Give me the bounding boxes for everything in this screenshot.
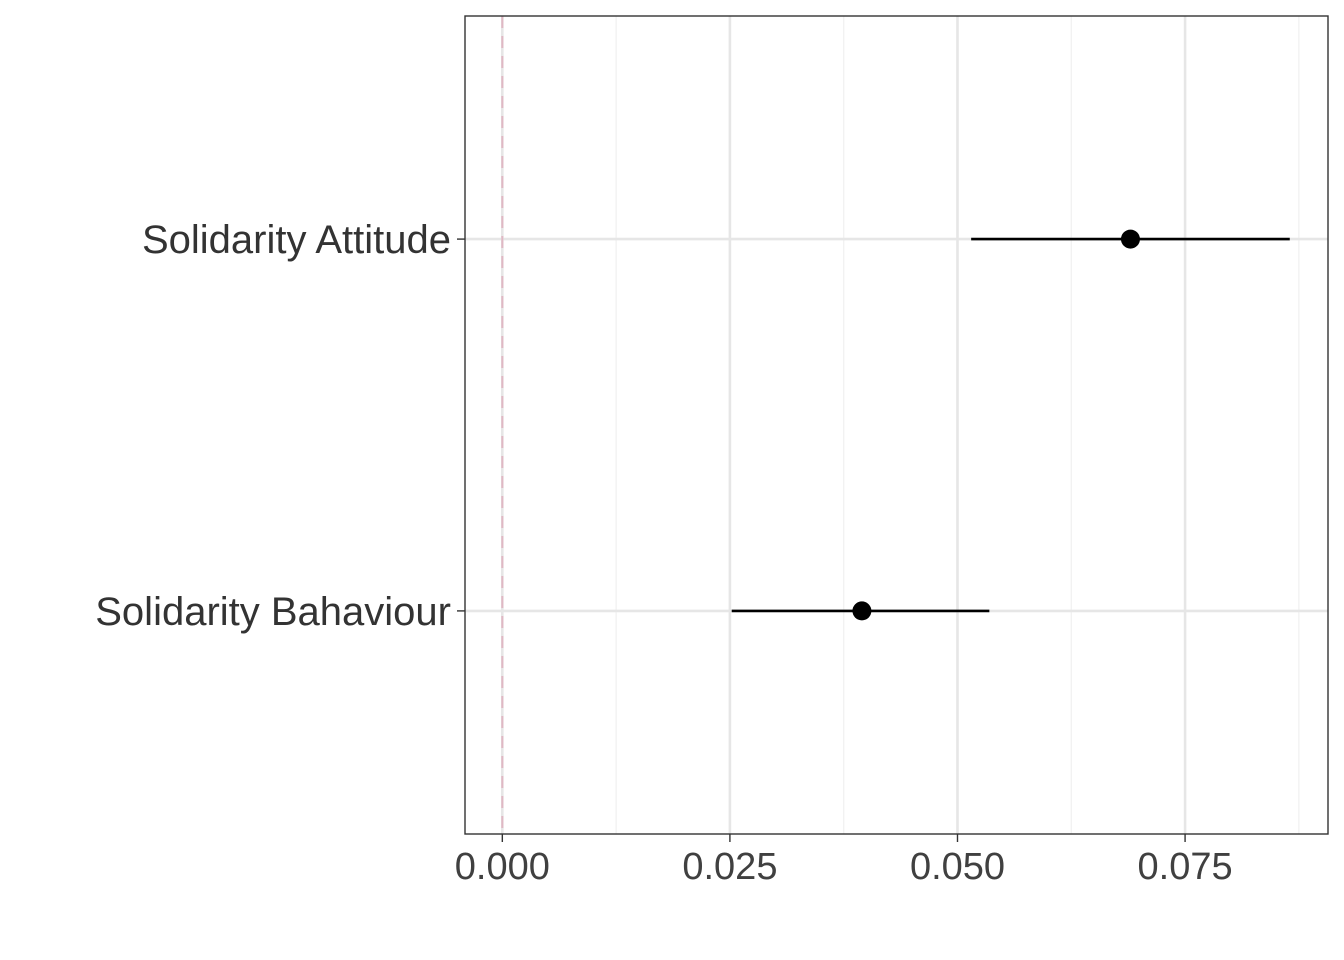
y-category-label: Solidarity Attitude [142,218,451,262]
panel-border [464,15,1329,835]
y-category-label: Solidarity Bahaviour [95,590,451,634]
y-axis-ticks: Solidarity Attitude Solidarity Bahaviour [95,218,465,634]
point-estimate [1120,229,1140,249]
x-tick-label: 0.025 [682,846,777,888]
minor-gridlines [615,16,1300,834]
data-marks [731,229,1290,621]
x-tick-label: 0.075 [1138,846,1233,888]
point-estimate [852,601,872,621]
major-gridlines [465,16,1328,834]
x-axis-ticks: 0.000 0.025 0.050 0.075 [455,834,1233,888]
x-tick-label: 0.050 [910,846,1005,888]
x-tick-label: 0.000 [455,846,550,888]
